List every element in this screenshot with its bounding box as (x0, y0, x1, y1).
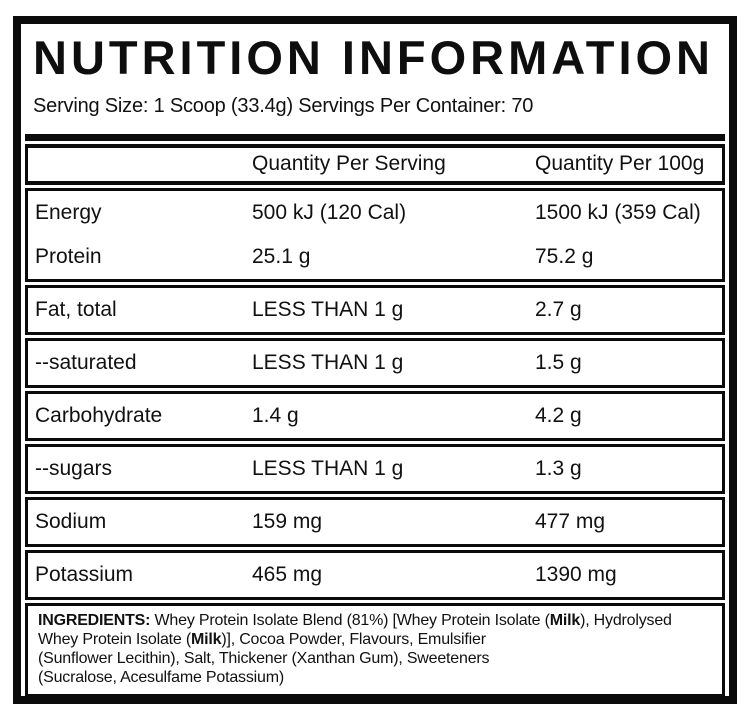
ingredients-section: INGREDIENTS: Whey Protein Isolate Blend … (25, 603, 725, 697)
table-header-row: Quantity Per Serving Quantity Per 100g (25, 144, 725, 185)
value-per-100g: 477 mg (535, 510, 606, 533)
ingredients-segment: (Sunflower Lecithin), Salt, Thickener (X… (38, 650, 490, 667)
table-group: Potassium 465 mg 1390 mg (25, 550, 725, 600)
value-per-serving: 159 mg (252, 510, 323, 533)
serving-info: Serving Size: 1 Scoop (33.4g) Servings P… (33, 96, 721, 117)
ingredients-bold-segment: Milk (549, 612, 581, 629)
ingredients-line: (Sunflower Lecithin), Salt, Thickener (X… (38, 649, 712, 668)
value-per-serving: 465 mg (252, 563, 323, 586)
value-per-100g: 4.2 g (535, 404, 582, 427)
table-row: Carbohydrate 1.4 g 4.2 g (28, 394, 722, 438)
nutrient-name: --sugars (35, 457, 113, 480)
table-group: Carbohydrate 1.4 g 4.2 g (25, 391, 725, 441)
value-per-serving: 500 kJ (120 Cal) (252, 201, 407, 224)
ingredients-segment: ), Hydrolysed (580, 612, 672, 629)
value-per-serving: 25.1 g (252, 245, 311, 268)
ingredients-segment: )], Cocoa Powder, Flavours, Emulsifier (221, 631, 486, 648)
ingredients-bold-segment: Milk (191, 631, 222, 648)
value-per-100g: 1.3 g (535, 457, 582, 480)
nutrient-name: Carbohydrate (35, 404, 163, 427)
table-group: --saturated LESS THAN 1 g 1.5 g (25, 338, 725, 388)
servings-per-container-text: Servings Per Container: 70 (298, 95, 534, 117)
table-body: Energy 500 kJ (120 Cal) 1500 kJ (359 Cal) P… (25, 188, 725, 600)
table-row: --saturated LESS THAN 1 g 1.5 g (28, 341, 722, 385)
serving-size-text: Serving Size: 1 Scoop (33.4g) (33, 95, 293, 117)
ingredients-text: INGREDIENTS: Whey Protein Isolate Blend … (38, 611, 712, 687)
column-header-per-serving: Quantity Per Serving (252, 152, 446, 175)
table-row: Protein 25.1 g 75.2 g (28, 235, 722, 279)
nutrient-name: Fat, total (35, 298, 117, 321)
table-row: Sodium 159 mg 477 mg (28, 500, 722, 544)
ingredients-line: Whey Protein Isolate (Milk)], Cocoa Powd… (38, 630, 712, 649)
table-row: Energy 500 kJ (120 Cal) 1500 kJ (359 Cal) (28, 191, 722, 235)
table-row: Fat, total LESS THAN 1 g 2.7 g (28, 288, 722, 332)
value-per-100g: 1500 kJ (359 Cal) (535, 201, 701, 224)
table-row: --sugars LESS THAN 1 g 1.3 g (28, 447, 722, 491)
ingredients-segment: Whey Protein Isolate Blend (81%) [Whey P… (150, 612, 550, 629)
value-per-serving: 1.4 g (252, 404, 299, 427)
column-header-per-100g: Quantity Per 100g (535, 152, 705, 175)
nutrient-name: --saturated (35, 351, 137, 374)
table-group: Sodium 159 mg 477 mg (25, 497, 725, 547)
table-group: Fat, total LESS THAN 1 g 2.7 g (25, 285, 725, 335)
value-per-serving: LESS THAN 1 g (252, 457, 404, 480)
nutrient-name: Energy (35, 201, 102, 224)
label-title-section: NUTRITION INFORMATION Serving Size: 1 Sc… (25, 27, 725, 141)
value-per-serving: LESS THAN 1 g (252, 351, 404, 374)
nutrition-label: NUTRITION INFORMATION Serving Size: 1 Sc… (13, 16, 737, 704)
nutrient-name: Potassium (35, 563, 134, 586)
ingredients-segment: Whey Protein Isolate ( (38, 631, 191, 648)
value-per-100g: 1.5 g (535, 351, 582, 374)
page-title: NUTRITION INFORMATION (33, 31, 715, 84)
value-per-100g: 2.7 g (535, 298, 582, 321)
nutrient-name: Sodium (35, 510, 107, 533)
ingredients-line: (Sucralose, Acesulfame Potassium) (38, 668, 712, 687)
ingredients-segment: (Sucralose, Acesulfame Potassium) (38, 669, 284, 686)
table-group: Energy 500 kJ (120 Cal) 1500 kJ (359 Cal) P… (25, 188, 725, 282)
value-per-100g: 75.2 g (535, 245, 594, 268)
value-per-serving: LESS THAN 1 g (252, 298, 404, 321)
ingredients-bold-segment: INGREDIENTS: (38, 612, 151, 629)
table-row: Potassium 465 mg 1390 mg (28, 553, 722, 597)
nutrient-name: Protein (35, 245, 102, 268)
value-per-100g: 1390 mg (535, 563, 617, 586)
ingredients-line: INGREDIENTS: Whey Protein Isolate Blend … (38, 611, 712, 630)
table-group: --sugars LESS THAN 1 g 1.3 g (25, 444, 725, 494)
